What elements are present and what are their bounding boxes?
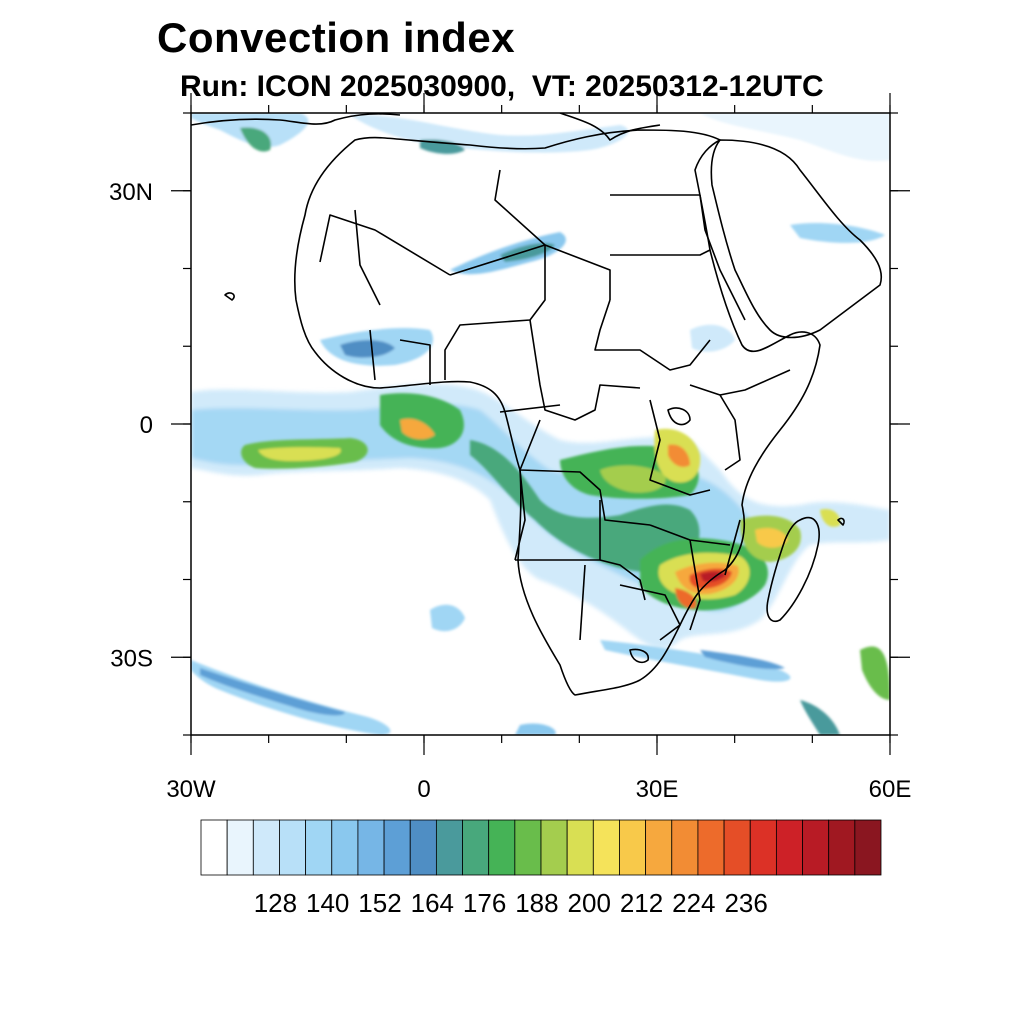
colorbar-swatch [383,819,411,876]
colorbar-swatch [435,819,463,876]
colorbar-swatch [540,819,568,876]
colorbar-tick-label: 224 [672,888,715,918]
axis-ticks [171,93,910,755]
colorbar-swatch [226,819,254,876]
lat-tick-label: 30S [110,645,153,672]
colorbar-tick-label: 200 [568,888,611,918]
colorbar-swatch [409,819,437,876]
map-subtitle: Run: ICON 2025030900, VT: 20250312-12UTC [180,70,824,103]
colorbar [200,819,882,876]
colorbar-swatch [645,819,673,876]
lon-tick-label: 0 [417,776,430,803]
colorbar-swatch [357,819,385,876]
colorbar-swatch [514,819,542,876]
colorbar-swatch [331,819,359,876]
colorbar-labels: 128 140 152 164 176 188 200 212 224 236 [254,888,768,918]
colorbar-swatch [252,819,280,876]
axis-tick-labels: 30W 0 30E 60E 30N 0 30S [109,179,911,803]
coastlines [191,113,882,696]
colorbar-swatch [279,819,307,876]
colorbar-swatch [200,819,228,876]
colorbar-swatch [566,819,594,876]
colorbar-swatch [775,819,803,876]
colorbar-swatch [592,819,620,876]
lon-tick-label: 60E [869,776,912,803]
lat-tick-label: 0 [140,412,153,439]
colorbar-swatch [462,819,490,876]
colorbar-swatch [697,819,725,876]
lon-tick-label: 30W [166,776,216,803]
colorbar-tick-label: 176 [463,888,506,918]
colorbar-swatch [828,819,856,876]
colorbar-swatch [619,819,647,876]
colorbar-swatch [802,819,830,876]
colorbar-swatch [749,819,777,876]
colorbar-tick-label: 212 [620,888,663,918]
colorbar-swatch [305,819,333,876]
colorbar-swatch [488,819,516,876]
map-title: Convection index [157,14,516,61]
colorbar-tick-label: 188 [515,888,558,918]
colorbar-tick-label: 128 [254,888,297,918]
lon-tick-label: 30E [636,776,679,803]
colorbar-swatch [854,819,882,876]
colorbar-swatch [723,819,751,876]
lat-tick-label: 30N [109,179,153,206]
colorbar-tick-label: 236 [724,888,767,918]
colorbar-tick-label: 152 [358,888,401,918]
colorbar-tick-label: 140 [306,888,349,918]
colorbar-tick-label: 164 [411,888,454,918]
colorbar-swatch [671,819,699,876]
